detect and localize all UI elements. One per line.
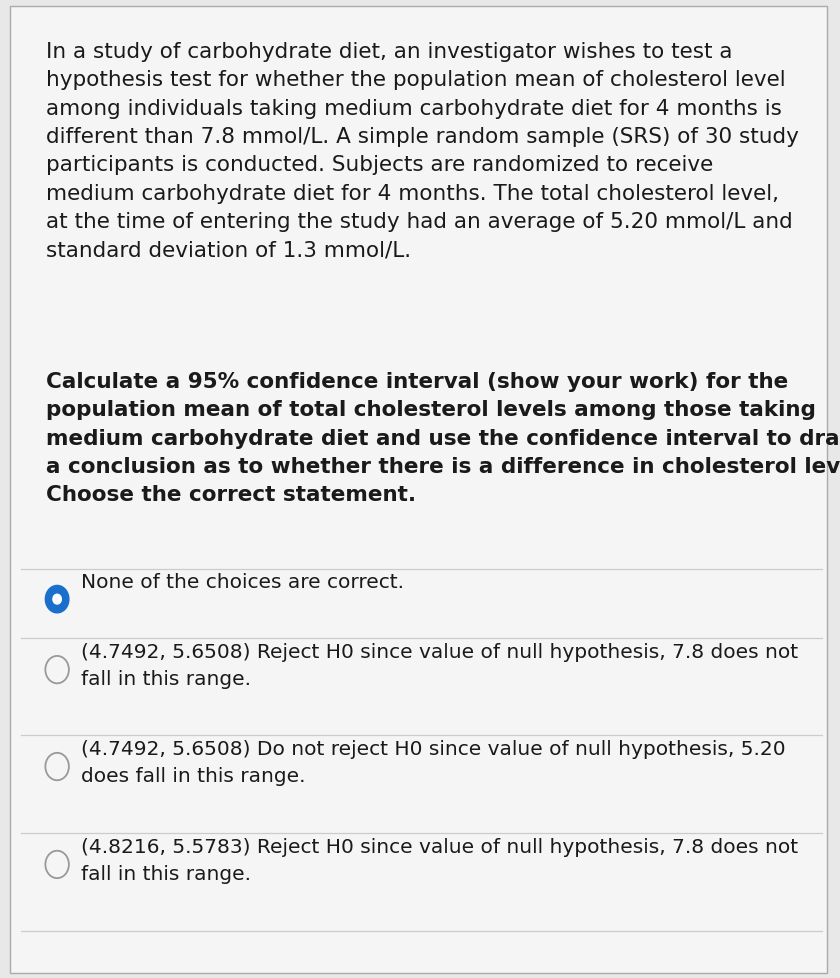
Circle shape (45, 851, 69, 878)
FancyBboxPatch shape (10, 7, 827, 973)
Text: (4.7492, 5.6508) Do not reject H0 since value of null hypothesis, 5.20
does fall: (4.7492, 5.6508) Do not reject H0 since … (81, 739, 786, 785)
Circle shape (45, 586, 69, 613)
Circle shape (45, 656, 69, 684)
Circle shape (45, 753, 69, 780)
Text: (4.8216, 5.5783) Reject H0 since value of null hypothesis, 7.8 does not
fall in : (4.8216, 5.5783) Reject H0 since value o… (81, 837, 799, 883)
Text: (4.7492, 5.6508) Reject H0 since value of null hypothesis, 7.8 does not
fall in : (4.7492, 5.6508) Reject H0 since value o… (81, 643, 799, 689)
Circle shape (53, 595, 61, 604)
Text: Calculate a 95% confidence interval (show your work) for the
population mean of : Calculate a 95% confidence interval (sho… (46, 372, 840, 505)
Text: In a study of carbohydrate diet, an investigator wishes to test a
hypothesis tes: In a study of carbohydrate diet, an inve… (46, 42, 799, 260)
Text: None of the choices are correct.: None of the choices are correct. (81, 572, 405, 591)
